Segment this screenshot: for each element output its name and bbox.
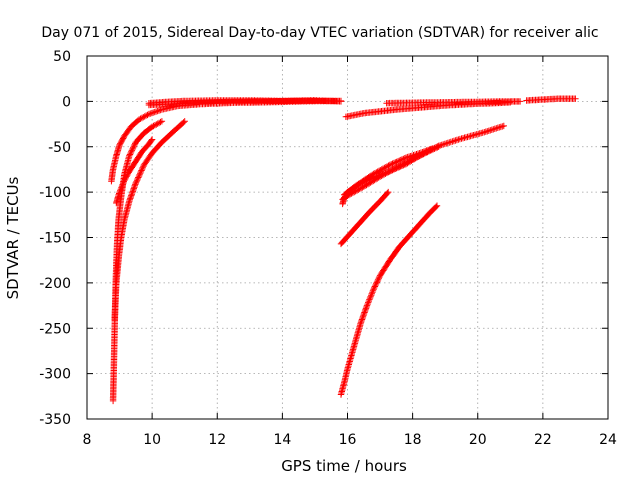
- data-series-arc-6: [145, 97, 319, 109]
- data-series-arc-9: [341, 145, 436, 198]
- x-axis-label: GPS time / hours: [281, 457, 407, 475]
- x-tick-label: 18: [404, 432, 422, 448]
- data-series-arc-10: [337, 188, 392, 248]
- ticks-layer: [86, 55, 609, 420]
- y-tick-label: 0: [62, 94, 71, 110]
- y-tick-label: -300: [39, 367, 71, 383]
- labels-layer: 8 10 12 14 16 18 20 22 24 -350 -300 -250 -200 -150 -10…: [39, 49, 617, 448]
- y-tick-label: -250: [39, 321, 71, 337]
- y-tick-label: -200: [39, 276, 71, 292]
- y-tick-label: -350: [39, 412, 71, 428]
- y-tick-label: 50: [53, 49, 71, 65]
- data-point-markers: [145, 97, 319, 109]
- data-point-markers: [341, 145, 436, 198]
- y-axis-label: SDTVAR / TECUs: [4, 176, 22, 299]
- x-tick-label: 24: [599, 432, 617, 448]
- x-tick-label: 14: [273, 432, 291, 448]
- y-tick-label: -100: [39, 185, 71, 201]
- data-series-arc-3: [111, 118, 188, 323]
- x-tick-label: 12: [208, 432, 226, 448]
- data-point-markers: [337, 202, 441, 398]
- data-point-markers: [337, 188, 392, 248]
- data-series-arc-11: [337, 202, 441, 398]
- data-point-markers: [113, 136, 156, 207]
- data-point-markers: [523, 95, 579, 104]
- x-tick-label: 16: [339, 432, 357, 448]
- x-tick-label: 22: [534, 432, 552, 448]
- chart-title: Day 071 of 2015, Sidereal Day-to-day VTE…: [41, 25, 598, 41]
- data-point-markers: [111, 118, 188, 323]
- x-tick-label: 8: [83, 432, 92, 448]
- x-tick-label: 20: [469, 432, 487, 448]
- data-point-markers: [383, 98, 524, 107]
- data-series-arc-13: [383, 98, 524, 107]
- data-series-arc-14: [523, 95, 579, 104]
- data-series-arc-4: [113, 136, 156, 207]
- y-tick-label: -50: [48, 140, 71, 156]
- x-tick-label: 10: [143, 432, 161, 448]
- points-layer: [108, 95, 579, 405]
- y-tick-label: -150: [39, 231, 71, 247]
